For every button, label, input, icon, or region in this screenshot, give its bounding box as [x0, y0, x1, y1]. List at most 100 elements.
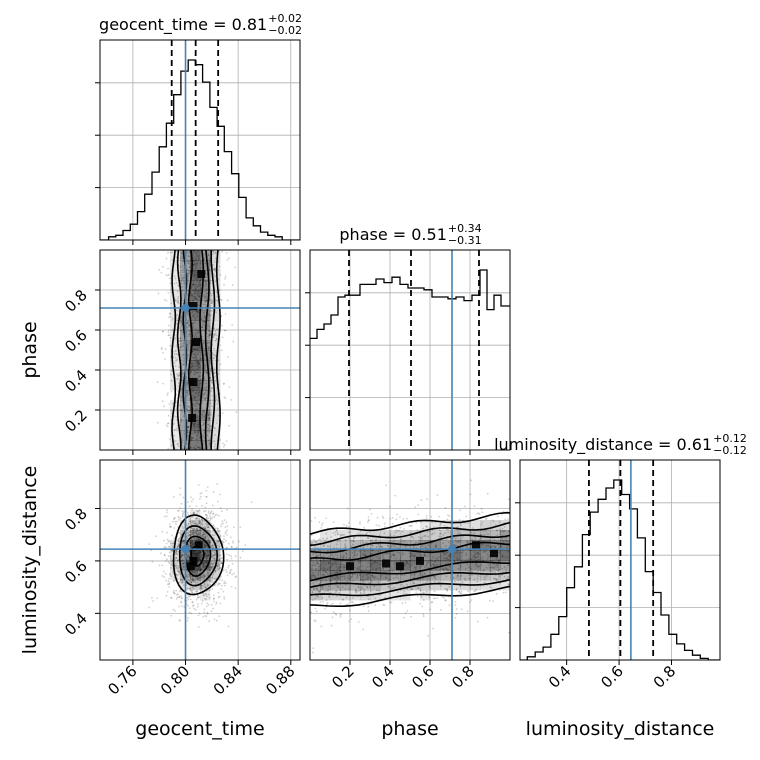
sample-point: [223, 582, 226, 584]
sample-point: [337, 533, 340, 536]
sample-point: [206, 319, 209, 322]
density-cell: [430, 550, 441, 561]
sample-point: [199, 521, 202, 524]
sample-point: [214, 561, 216, 564]
sample-point: [398, 551, 401, 554]
sample-point: [195, 407, 198, 410]
contours: [310, 511, 510, 607]
sample-point: [426, 590, 428, 593]
sample-point: [457, 532, 460, 535]
sample-point: [209, 279, 212, 282]
sample-point: [190, 538, 193, 541]
sample-point: [171, 329, 174, 332]
sample-point: [404, 612, 407, 614]
sample-point: [417, 536, 420, 538]
sample-point: [169, 555, 172, 558]
sample-point: [190, 581, 193, 584]
sample-point: [194, 571, 197, 574]
sample-point: [180, 321, 183, 324]
sample-point: [371, 539, 373, 542]
sample-point: [209, 330, 211, 333]
sample-point: [216, 565, 218, 568]
sample-point: [201, 321, 204, 323]
sample-point: [443, 596, 445, 599]
sample-point: [385, 484, 387, 487]
sample-point: [177, 569, 180, 572]
sample-point: [182, 363, 185, 366]
sample-point: [502, 591, 505, 594]
sample-point: [194, 590, 197, 593]
sample-point: [223, 596, 226, 598]
sample-point: [356, 590, 359, 593]
sample-point: [315, 558, 318, 561]
density-cell: [210, 550, 221, 561]
sample-point: [324, 540, 326, 543]
sample-point: [501, 527, 504, 530]
sample-point: [476, 565, 479, 568]
sample-point: [313, 619, 316, 622]
sample-point: [476, 512, 478, 515]
sample-point: [382, 567, 384, 570]
sample-point: [152, 600, 154, 602]
sample-point: [459, 522, 462, 525]
sample-point: [210, 567, 213, 570]
sample-point: [185, 395, 188, 397]
sample-point: [209, 269, 211, 272]
sample-point: [481, 521, 484, 524]
sample-point: [204, 351, 206, 353]
sample-point: [411, 535, 413, 538]
density-cell: [200, 300, 211, 311]
sample-point: [459, 585, 462, 587]
sample-point: [178, 572, 181, 575]
sample-point: [342, 586, 344, 588]
sample-point: [344, 564, 347, 567]
sample-point: [494, 565, 496, 567]
density-peak: [194, 541, 203, 550]
panel-frame: [309, 459, 511, 661]
sample-point: [212, 554, 215, 557]
sample-point: [212, 250, 215, 253]
sample-point: [208, 333, 210, 336]
sample-point: [212, 513, 215, 515]
density-cell: [480, 550, 491, 561]
sample-point: [219, 583, 221, 585]
sample-point: [210, 522, 213, 525]
density-cell: [360, 580, 371, 591]
sample-point: [230, 557, 233, 560]
sample-point: [175, 567, 177, 569]
sample-point: [316, 562, 318, 565]
sample-point: [491, 560, 494, 563]
sample-point: [504, 529, 506, 532]
sample-point: [167, 251, 169, 254]
sample-point: [190, 612, 192, 615]
sample-point: [173, 592, 176, 595]
density-cell: [410, 530, 421, 541]
sample-point: [178, 409, 181, 412]
sample-point: [464, 567, 467, 570]
sample-point: [444, 532, 447, 535]
sample-point: [188, 341, 191, 344]
contour-line: [310, 511, 510, 607]
sample-point: [444, 599, 447, 602]
sample-point: [209, 333, 211, 336]
sample-point: [321, 588, 324, 591]
sample-point: [187, 559, 190, 562]
sample-point: [169, 525, 172, 528]
sample-point: [170, 373, 172, 376]
sample-point: [163, 576, 166, 578]
sample-point: [334, 534, 337, 536]
sample-point: [207, 593, 210, 596]
sample-point: [157, 292, 160, 295]
sample-point: [368, 598, 370, 601]
density-cell: [390, 570, 401, 581]
sample-point: [205, 586, 207, 589]
hist-panel-phase: phase = 0.51 +0.34−0.31: [305, 222, 511, 455]
sample-point: [352, 543, 354, 546]
sample-point: [181, 525, 184, 528]
sample-point: [196, 571, 199, 574]
sample-point: [477, 570, 479, 572]
sample-point: [194, 570, 197, 572]
density-cell: [200, 570, 211, 581]
sample-point: [456, 529, 459, 531]
density-cell: [310, 550, 321, 561]
